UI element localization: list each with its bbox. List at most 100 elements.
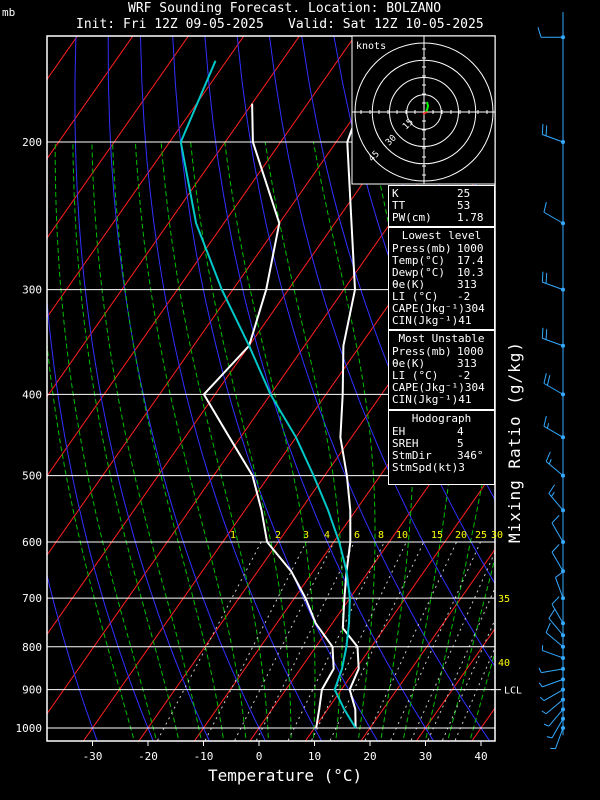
panel-title: Hodograph (411, 412, 472, 425)
barb-full (545, 273, 548, 284)
mixing-ratio-value: 10 (396, 530, 408, 541)
moist-adiabat (91, 141, 202, 741)
row-value: 3 (458, 461, 465, 474)
row-key: TT (392, 199, 406, 212)
barb-full (541, 271, 544, 283)
parcel-profile (179, 60, 357, 729)
plot-frame (46, 35, 496, 742)
mixing-ratio-line (364, 541, 457, 741)
panel-row: EH 4 (389, 426, 494, 438)
dry-adiabat (107, 36, 266, 741)
row-key: LI (°C) (392, 369, 439, 382)
moist-adiabat (402, 141, 460, 741)
mixing-ratio-value: 1 (230, 530, 236, 541)
dry-adiabat (543, 0, 600, 746)
barb-full (548, 609, 556, 619)
moist-adiabat (190, 141, 292, 741)
wind-barb (539, 687, 565, 702)
panel-title: Most Unstable (398, 332, 485, 345)
wind-barb (541, 327, 565, 348)
barb-half (551, 491, 555, 497)
row-value: 17.4 (457, 254, 484, 267)
row-key: Temp(°C) (392, 254, 445, 267)
row-value: 313 (457, 278, 477, 291)
wind-barb (541, 697, 565, 715)
row-key: LI (°C) (392, 290, 439, 303)
mixing-ratio-line (454, 646, 495, 741)
barb-full (545, 451, 551, 462)
panel-row: Press(mb) 1000 (389, 243, 494, 255)
y-tick-label: 600 (22, 536, 42, 549)
panel-row: LI (°C) -2 (389, 291, 494, 303)
wind-shaft (542, 678, 564, 688)
chart-title: WRF Sounding Forecast. Location: BOLZANO (128, 1, 442, 16)
wind-barb (543, 201, 565, 226)
wind-barb (541, 271, 565, 292)
dry-adiabat (47, 295, 154, 741)
moist-adiabat (312, 141, 376, 741)
wind-barb (548, 484, 565, 513)
x-tick-label: 40 (474, 750, 487, 763)
dewpoint-profile (202, 103, 335, 729)
mixing-ratio-value: 30 (491, 530, 503, 541)
wind-shaft (542, 281, 564, 291)
wind-barb (541, 645, 565, 660)
wind-barb (551, 515, 565, 545)
wind-barb (543, 415, 565, 440)
lowest-level-panel: Lowest level Press(mb) 1000 Temp(°C) 17.4 Dew… (388, 227, 495, 330)
y-tick-label: 700 (22, 592, 42, 605)
wind-shaft (555, 727, 564, 749)
row-value: 1000 (457, 345, 484, 358)
row-key: Press(mb) (392, 345, 452, 358)
barb-full (543, 201, 547, 213)
wind-barb (541, 124, 565, 144)
row-key: PW(cm) (392, 211, 432, 224)
dry-adiabat (0, 0, 43, 746)
panel-row: SREH 5 (389, 438, 494, 450)
mixing-ratio-line (156, 541, 262, 741)
moist-adiabat (224, 141, 316, 741)
isotherm (47, 36, 134, 160)
wind-barb (551, 544, 565, 574)
dry-adiabat (512, 0, 600, 746)
x-axis-title: Temperature (°C) (208, 766, 363, 785)
hodograph-panel: Hodograph EH 4 SREH 5 StmDir 346° StmSpd(kt) 3 (388, 410, 495, 485)
mixing-ratio-line (287, 541, 385, 741)
wind-barb (545, 622, 565, 649)
moist-adiabat (112, 141, 225, 741)
y-tick-label: 800 (22, 641, 42, 654)
wind-shaft (543, 689, 564, 702)
wind-shaft (548, 493, 564, 511)
mixing-ratio-line (233, 541, 335, 741)
panel-row: θe(K) 313 (389, 358, 494, 370)
panel-row: θe(K) 313 (389, 279, 494, 291)
panel-title: Lowest level (401, 229, 482, 242)
row-value: 41 (458, 393, 472, 406)
row-key: CAPE(Jkg⁻¹) (392, 302, 465, 315)
wind-barb (545, 451, 565, 478)
storm-motion-mark (422, 111, 428, 115)
wind-shaft (551, 718, 564, 739)
isotherm (360, 548, 495, 741)
dry-adiabat (574, 0, 600, 746)
y-tick-label: 300 (22, 284, 42, 297)
row-value: 41 (458, 314, 472, 327)
dry-adiabat (494, 36, 495, 38)
mixing-ratio-value: 2 (275, 530, 281, 541)
x-tick-label: -10 (194, 750, 214, 763)
y-tick-label: 400 (22, 388, 42, 401)
barb-full (543, 415, 547, 427)
mixing-ratio-value: 8 (378, 530, 384, 541)
isotherm (47, 36, 301, 398)
row-key: Dewp(°C) (392, 266, 445, 279)
row-key: CIN(Jkg⁻¹) (392, 393, 459, 406)
wind-shaft (545, 699, 564, 715)
panel-row: Temp(°C) 17.4 (389, 255, 494, 267)
wind-shaft (542, 134, 564, 143)
mixing-ratio-label: Mixing Ratio (g/kg) (505, 340, 524, 543)
wind-barb (551, 596, 565, 626)
row-value: -2 (457, 290, 471, 303)
wind-shaft (545, 632, 564, 648)
row-key: CIN(Jkg⁻¹) (392, 314, 459, 327)
